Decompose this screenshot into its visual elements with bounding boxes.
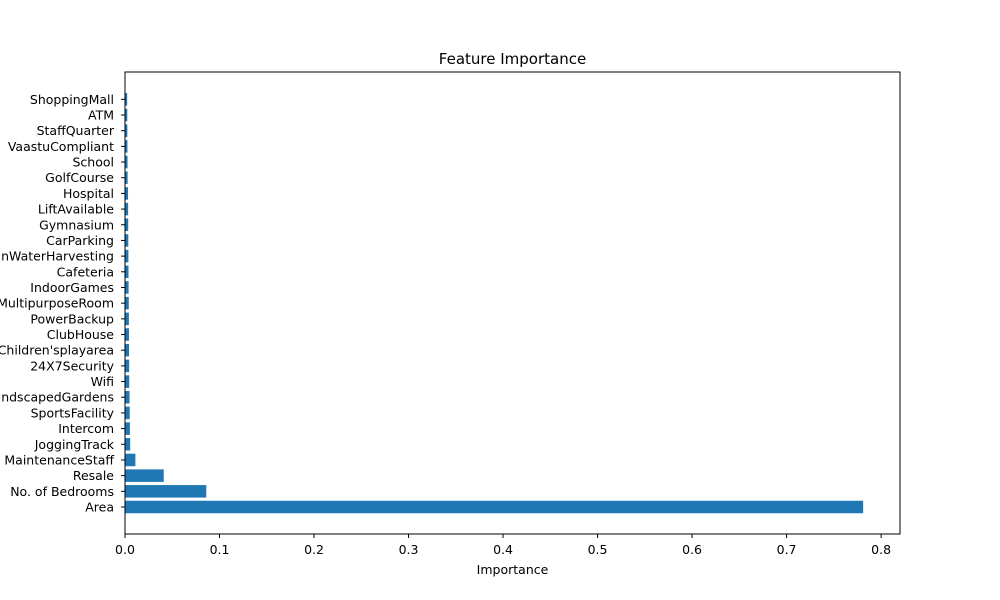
x-tick-label: 0.4 [493,542,513,557]
y-tick-label: StaffQuarter [37,123,115,138]
bar [125,328,129,341]
x-tick-label: 0.6 [682,542,702,557]
bar [125,140,128,153]
bars-group [125,93,864,514]
y-tick-label: Children'splayarea [0,343,114,358]
bar [125,234,129,247]
bar [125,187,129,200]
y-tick-label: ShoppingMall [30,92,114,107]
bar [125,469,164,482]
y-tick-label: SportsFacility [31,405,115,420]
y-tick-label: LiftAvailable [38,202,114,217]
bar [125,422,130,435]
y-tick-label: 24X7Security [30,358,114,373]
x-tick-label: 0.2 [304,542,324,557]
x-tick-label: 0.8 [871,542,891,557]
bar [125,218,129,232]
bar [125,390,130,404]
y-tick-label: Gymnasium [39,217,114,232]
y-tick-label: Intercom [58,421,114,436]
y-tick-label: ClubHouse [47,327,115,342]
bar [125,249,129,263]
y-tick-label: JoggingTrack [34,437,115,452]
x-tick-label: 0.3 [399,542,419,557]
x-tick-label: 0.0 [115,542,135,557]
y-tick-label: Hospital [63,186,114,201]
x-tick-label: 0.1 [210,542,230,557]
bar [125,485,207,498]
bar [125,375,130,388]
plot-area-frame [124,71,901,535]
y-tick-label: RainWaterHarvesting [0,249,114,264]
y-tick-label: MaintenanceStaff [4,452,114,467]
y-tick-label: Cafeteria [57,264,114,279]
bar [125,296,129,310]
y-tick-label: LandscapedGardens [0,390,114,405]
y-tick-label: Wifi [91,374,114,389]
y-tick-label: CarParking [46,233,114,248]
y-tick-label: VaastuCompliant [8,139,114,154]
bar [125,265,129,279]
bar [125,406,130,420]
chart-title: Feature Importance [439,50,586,68]
x-tick-label: 0.7 [777,542,797,557]
x-tick-label: 0.5 [588,542,608,557]
y-tick-label: School [73,155,115,170]
bar [125,453,136,467]
bar [125,359,130,373]
x-axis-title: Importance [477,562,549,577]
y-tick-label: ATM [88,108,114,123]
bar [125,155,128,169]
y-tick-label: No. of Bedrooms [10,484,114,499]
y-tick-label: GolfCourse [45,170,114,185]
y-tick-label: PowerBackup [30,311,114,326]
bar [125,438,131,451]
bar [125,312,129,326]
x-axis-ticks: 0.0 0.1 0.2 0.3 0.4 0.5 0.6 0.7 0.8 [115,534,891,557]
bar [125,500,864,514]
y-tick-label: IndoorGames [30,280,114,295]
bar [125,343,130,357]
bar [125,108,128,122]
y-tick-label: Area [85,500,114,515]
bar [125,124,128,137]
bar [125,281,129,294]
bar [125,171,128,184]
y-tick-label: Resale [73,468,114,483]
bar [125,202,129,216]
bar [125,93,128,106]
y-tick-label: MultipurposeRoom [0,296,114,311]
